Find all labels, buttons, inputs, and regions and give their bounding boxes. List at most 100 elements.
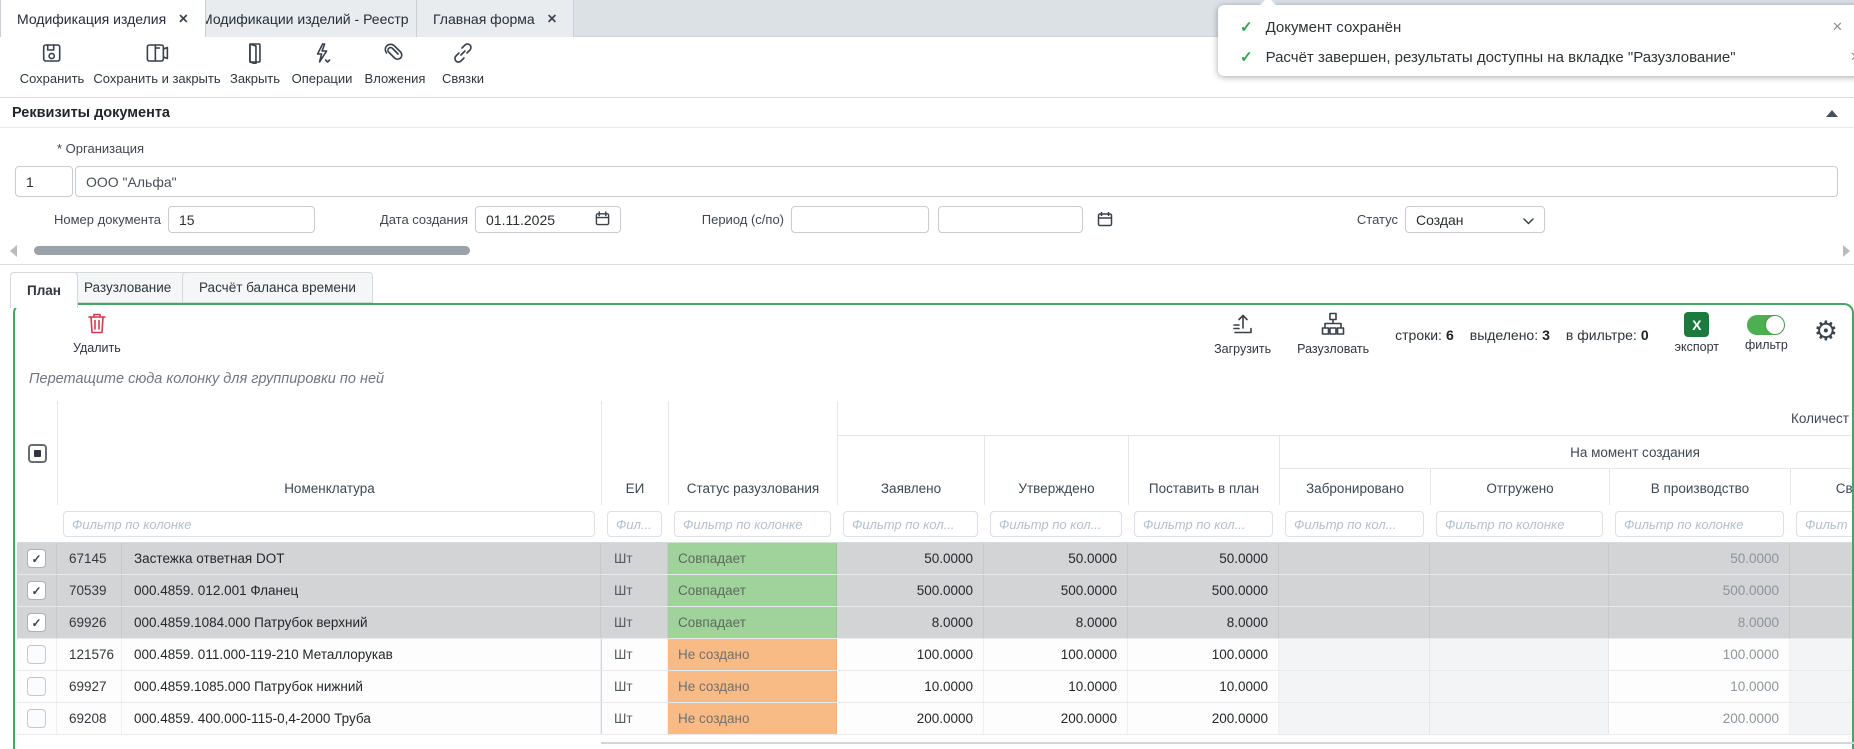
- column-header-to_plan[interactable]: Поставить в план: [1128, 436, 1279, 505]
- tab-label: Модификация изделия: [17, 10, 167, 27]
- table-row[interactable]: ✓ 67145 Застежка ответная DOT Шт Совпадает 50…: [17, 543, 1852, 575]
- trash-icon: [87, 312, 107, 338]
- tab-glavnaya-forma[interactable]: Главная форма ✕: [416, 0, 575, 37]
- explode-button[interactable]: Разузловать: [1297, 312, 1369, 356]
- filter-input-free[interactable]: [1796, 511, 1852, 537]
- attachments-button[interactable]: Вложения: [365, 42, 425, 86]
- horizontal-scrollbar-thumb[interactable]: [34, 246, 470, 255]
- column-header-status[interactable]: Статус разузлования: [668, 401, 837, 505]
- cell-free: [1790, 671, 1852, 702]
- cell-free: [1790, 543, 1852, 574]
- filter-input-shipped[interactable]: [1436, 511, 1603, 537]
- export-excel-button[interactable]: X экспорт: [1675, 312, 1719, 354]
- period-from-field[interactable]: [791, 206, 929, 233]
- row-checkbox[interactable]: ✓: [27, 581, 46, 600]
- column-header-free[interactable]: Свобо: [1790, 469, 1852, 505]
- cell-to-plan: 50.0000: [1128, 543, 1279, 574]
- cell-reserved: [1279, 639, 1430, 670]
- filter-toggle[interactable]: фильтр: [1745, 312, 1788, 352]
- row-checkbox[interactable]: [27, 709, 46, 728]
- cell-to-plan: 200.0000: [1128, 703, 1279, 734]
- row-checkbox[interactable]: ✓: [27, 613, 46, 632]
- filter-input-reserved[interactable]: [1285, 511, 1424, 537]
- upload-icon: [1231, 312, 1255, 339]
- doc-number-label: Номер документа: [53, 212, 161, 227]
- select-all-checkbox[interactable]: [27, 443, 47, 463]
- creation-date-field[interactable]: 01.11.2025: [475, 206, 621, 233]
- column-header-in_production[interactable]: В производство: [1609, 469, 1790, 505]
- cell-in-production: 10.0000: [1609, 671, 1790, 702]
- filter-input-nomenclature[interactable]: [63, 511, 595, 537]
- period-to-field[interactable]: [938, 206, 1083, 233]
- row-checkbox[interactable]: [27, 677, 46, 696]
- toggle-on-icon[interactable]: [1747, 315, 1786, 335]
- column-header-declared[interactable]: Заявлено: [837, 436, 984, 505]
- cell-reserved: [1279, 543, 1430, 574]
- table-row[interactable]: ✓ 70539 000.4859. 012.001 Фланец Шт Совпадае…: [17, 575, 1852, 607]
- close-tab-icon[interactable]: ✕: [546, 12, 558, 26]
- table-row[interactable]: 69208 000.4859. 400.000-115-0,4-2000 Труб…: [17, 703, 1852, 735]
- scroll-left-icon[interactable]: [10, 245, 17, 257]
- row-checkbox[interactable]: [27, 645, 46, 664]
- cell-unit: Шт: [601, 575, 668, 606]
- table-row[interactable]: 69927 000.4859.1085.000 Патрубок нижний Шт…: [17, 671, 1852, 703]
- cell-id: 70539: [57, 575, 122, 606]
- gear-icon[interactable]: ⚙: [1813, 316, 1838, 346]
- cell-select: [17, 639, 57, 670]
- column-header-unit[interactable]: ЕИ: [601, 401, 668, 505]
- notification-toast: ✓ Документ сохранён ✕ ✓ Расчёт завершен,…: [1218, 0, 1854, 76]
- toast-row-calculated: ✓ Расчёт завершен, результаты доступны н…: [1240, 48, 1736, 67]
- organization-name-field[interactable]: ООО "Альфа": [75, 166, 1838, 197]
- table-row[interactable]: 121576 000.4859. 011.000-119-210 Металлор…: [17, 639, 1852, 671]
- tree-hierarchy-icon: [1321, 312, 1345, 339]
- column-header-nomenclature[interactable]: Номенклатура: [57, 401, 601, 505]
- close-icon[interactable]: ✕: [1832, 19, 1843, 34]
- filter-input-to_plan[interactable]: [1134, 511, 1273, 537]
- tab-label: Модификации изделий - Реестр: [201, 10, 409, 27]
- filter-input-in_production[interactable]: [1615, 511, 1784, 537]
- row-checkbox[interactable]: ✓: [27, 549, 46, 568]
- cell-reserved: [1279, 575, 1430, 606]
- organization-code-field[interactable]: 1: [15, 166, 73, 197]
- filter-input-status[interactable]: [674, 511, 831, 537]
- cell-free: [1790, 607, 1852, 638]
- tab-raschet-balansa[interactable]: Расчёт баланса времени: [182, 272, 373, 303]
- filter-input-declared[interactable]: [843, 511, 978, 537]
- tab-modifikacii-reestr[interactable]: Модификации изделий - Реестр ✕: [184, 0, 449, 37]
- cell-reserved: [1279, 703, 1430, 734]
- close-tab-icon[interactable]: ✕: [178, 12, 189, 26]
- rows-counter: строки: 6: [1395, 327, 1454, 343]
- doc-number-field[interactable]: 15: [168, 206, 315, 233]
- collapse-section-icon[interactable]: [1826, 110, 1838, 117]
- close-button[interactable]: Закрыть: [230, 42, 280, 86]
- filter-input-approved[interactable]: [990, 511, 1122, 537]
- delete-button[interactable]: Удалить: [73, 312, 121, 355]
- operations-button[interactable]: Операции: [292, 42, 352, 86]
- cell-in-production: 50.0000: [1609, 543, 1790, 574]
- tab-modification-izdeliya[interactable]: Модификация изделия ✕: [0, 0, 206, 37]
- table-row[interactable]: ✓ 69926 000.4859.1084.000 Патрубок верхний…: [17, 607, 1852, 639]
- close-icon[interactable]: ✕: [1850, 49, 1854, 65]
- cell-approved: 10.0000: [984, 671, 1128, 702]
- grid-horizontal-scrollbar[interactable]: [601, 742, 1854, 744]
- column-header-shipped[interactable]: Отгружено: [1430, 469, 1609, 505]
- filter-input-unit[interactable]: [607, 511, 662, 537]
- save-button[interactable]: Сохранить: [20, 42, 84, 86]
- save-and-close-button[interactable]: Сохранить и закрыть: [93, 42, 221, 86]
- column-header-approved[interactable]: Утверждено: [984, 436, 1128, 505]
- links-button[interactable]: Связки: [442, 42, 484, 86]
- cell-status-badge: Не создано: [668, 639, 837, 670]
- cell-approved: 100.0000: [984, 639, 1128, 670]
- calendar-icon[interactable]: [595, 210, 610, 229]
- status-select[interactable]: Создан: [1405, 206, 1545, 233]
- scroll-right-icon[interactable]: [1843, 245, 1850, 257]
- cell-to-plan: 10.0000: [1128, 671, 1279, 702]
- cell-in-production: 200.0000: [1609, 703, 1790, 734]
- tab-plan[interactable]: План: [10, 272, 78, 308]
- tab-razuzlovanie[interactable]: Разузлование: [67, 272, 189, 303]
- cell-shipped: [1430, 575, 1609, 606]
- calendar-icon[interactable]: [1097, 211, 1113, 232]
- cell-id: 69926: [57, 607, 122, 638]
- load-button[interactable]: Загрузить: [1214, 312, 1271, 356]
- column-header-reserved[interactable]: Забронировано: [1279, 469, 1430, 505]
